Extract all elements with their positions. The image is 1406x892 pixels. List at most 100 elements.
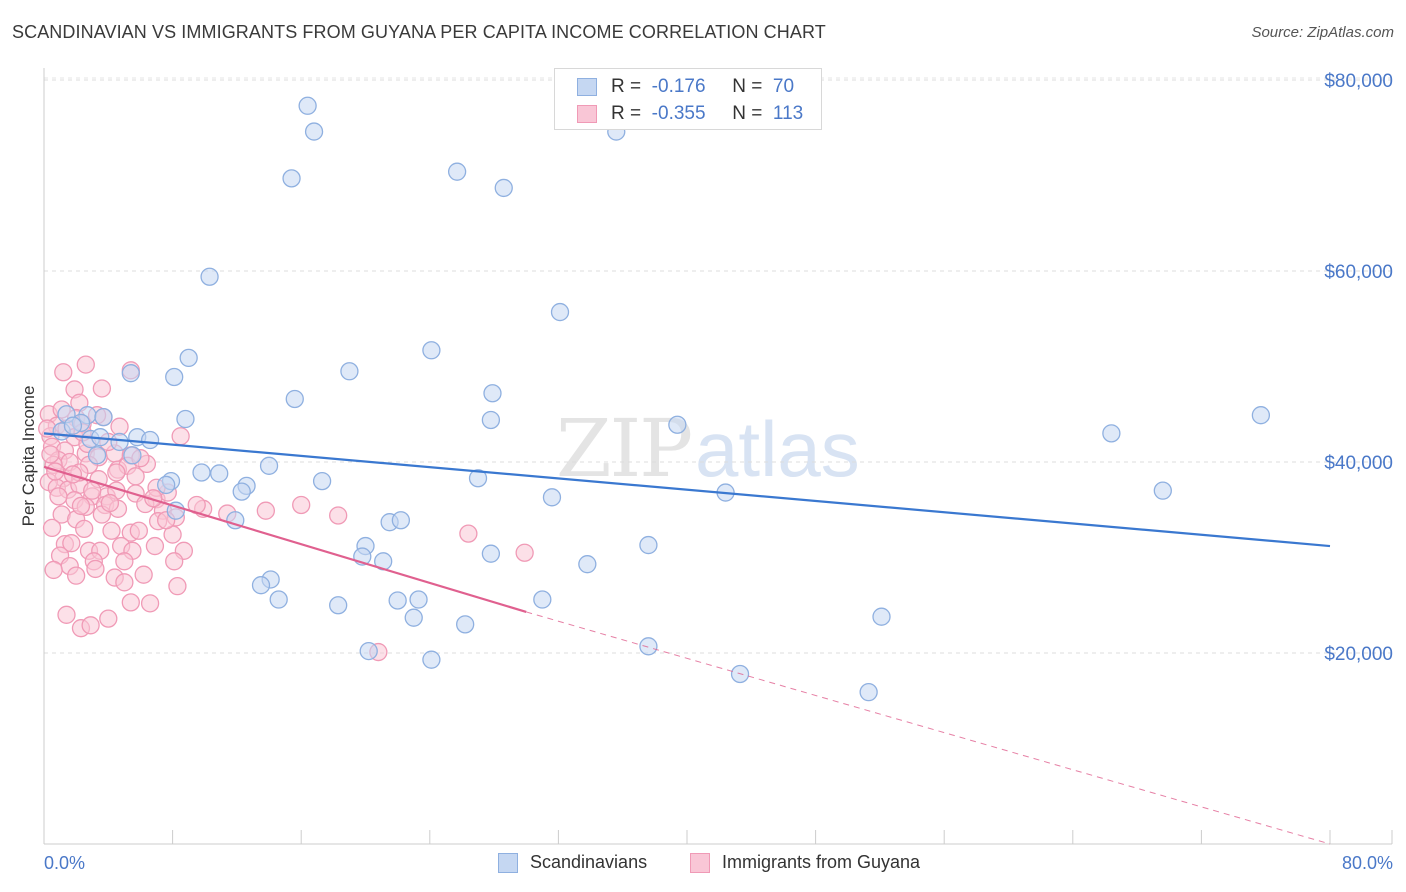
y-tick-label: $60,000 bbox=[1324, 262, 1393, 283]
scandinavian-point bbox=[409, 590, 428, 609]
scandinavian-point bbox=[456, 615, 475, 634]
guyana-point bbox=[107, 463, 126, 482]
guyana-point bbox=[75, 519, 94, 538]
scandinavian-point bbox=[166, 501, 185, 520]
legend-r-value: -0.176 bbox=[651, 76, 706, 97]
y-tick-label: $20,000 bbox=[1324, 644, 1393, 665]
scandinavian-point bbox=[87, 446, 107, 465]
scandinavian-point bbox=[259, 456, 279, 475]
guyana-point bbox=[92, 379, 112, 398]
guyana-point bbox=[110, 417, 129, 436]
guyana-point bbox=[102, 521, 121, 540]
data-points bbox=[38, 96, 1271, 702]
guyana-point bbox=[171, 427, 190, 446]
legend-n-value: 70 bbox=[772, 76, 795, 97]
legend-row-guyana: R = -0.355 N = 113 bbox=[577, 102, 803, 126]
scandinavian-point bbox=[282, 169, 301, 188]
legend-r-label: R = bbox=[611, 103, 642, 124]
guyana-point bbox=[86, 559, 105, 579]
scandinavian-point bbox=[578, 555, 597, 574]
guyana-point bbox=[140, 594, 160, 613]
guyana-point bbox=[459, 524, 478, 543]
guyana-point bbox=[100, 493, 120, 513]
legend-r-value: -0.355 bbox=[651, 103, 706, 124]
scandinavian-point bbox=[668, 415, 687, 434]
tick-labels: $20,000 $40,000 $60,000 $80,000 0.0% 80.0% Per… bbox=[19, 71, 1393, 873]
guyana-point bbox=[115, 552, 134, 571]
scandinavian-point bbox=[447, 162, 467, 181]
scandinavian-point bbox=[157, 475, 176, 495]
scandinavian-point bbox=[550, 302, 570, 322]
series-swatch-guyana bbox=[690, 852, 710, 873]
scandinavian-point bbox=[123, 446, 142, 465]
guyana-point bbox=[99, 609, 118, 628]
guyana-point bbox=[515, 543, 534, 562]
source-note: Source: ZipAtlas.com bbox=[1251, 24, 1394, 41]
scandinavian-point bbox=[483, 384, 502, 403]
legend-n-label: N = bbox=[732, 103, 763, 124]
scandinavian-point bbox=[1251, 406, 1271, 425]
scandinavian-point bbox=[340, 362, 359, 381]
scandinavian-point bbox=[1153, 481, 1172, 500]
trend-line-guyana-extension bbox=[526, 611, 1331, 845]
series-label-guyana: Immigrants from Guyana bbox=[722, 852, 921, 872]
scandinavian-point bbox=[872, 607, 891, 626]
guyana-point bbox=[44, 560, 63, 580]
legend-swatch-scandinavians bbox=[577, 78, 597, 96]
scandinavian-point bbox=[468, 469, 488, 488]
scandinavian-point bbox=[251, 576, 271, 595]
guyana-point bbox=[145, 536, 165, 556]
guyana-point bbox=[144, 489, 163, 508]
chart-title: SCANDINAVIAN VS IMMIGRANTS FROM GUYANA P… bbox=[12, 22, 826, 42]
legend-n-value: 113 bbox=[772, 103, 804, 124]
scandinavian-point bbox=[110, 432, 129, 452]
series-legend-guyana[interactable]: Immigrants from Guyana bbox=[690, 852, 920, 873]
scandinavian-point bbox=[859, 683, 878, 702]
scandinavian-point bbox=[494, 178, 513, 198]
scandinavian-point bbox=[639, 535, 658, 555]
axes bbox=[43, 68, 1393, 845]
guyana-point bbox=[129, 521, 148, 540]
guyana-point bbox=[165, 552, 184, 571]
scandinavian-point bbox=[391, 511, 411, 530]
scandinavian-point bbox=[639, 637, 658, 656]
grid-lines bbox=[44, 77, 1392, 654]
series-label-scandinavians: Scandinavians bbox=[530, 852, 648, 872]
scandinavian-point bbox=[481, 544, 501, 563]
scandinavian-point bbox=[165, 367, 184, 387]
series-swatch-scandinavians bbox=[498, 852, 518, 873]
guyana-point bbox=[41, 445, 60, 464]
guyana-point bbox=[46, 462, 65, 481]
scandinavian-point bbox=[179, 348, 198, 368]
guyana-point bbox=[329, 506, 348, 525]
scandinavian-point bbox=[176, 409, 195, 429]
guyana-point bbox=[292, 495, 311, 515]
trend-lines bbox=[43, 432, 1331, 845]
scandinavian-point bbox=[285, 389, 304, 409]
guyana-point bbox=[76, 355, 95, 374]
scandinavian-point bbox=[422, 341, 441, 360]
guyana-point bbox=[121, 593, 140, 612]
scandinavian-point bbox=[192, 463, 211, 482]
scandinavian-point bbox=[542, 488, 562, 507]
scandinavian-point bbox=[121, 364, 140, 383]
guyana-point bbox=[134, 565, 153, 584]
stats-legend: R = -0.176 N = 70 R = -0.355 N = 113 bbox=[554, 68, 822, 130]
scandinavian-point bbox=[63, 416, 83, 435]
guyana-point bbox=[81, 616, 100, 635]
scandinavian-point bbox=[140, 430, 160, 450]
scandinavian-point bbox=[481, 410, 501, 430]
scandinavian-point bbox=[269, 590, 288, 609]
legend-row-scandinavians: R = -0.176 N = 70 bbox=[577, 75, 794, 99]
guyana-point bbox=[57, 605, 76, 624]
scandinavian-point bbox=[94, 407, 113, 427]
scandinavian-point bbox=[329, 596, 348, 615]
scandinavian-point bbox=[298, 96, 317, 115]
scandinavian-point bbox=[200, 267, 219, 286]
guyana-point bbox=[168, 577, 187, 596]
guyana-point bbox=[49, 487, 68, 506]
legend-r-label: R = bbox=[611, 76, 642, 97]
series-legend-scandinavians[interactable]: Scandinavians bbox=[498, 852, 647, 873]
scandinavian-point bbox=[533, 590, 552, 609]
